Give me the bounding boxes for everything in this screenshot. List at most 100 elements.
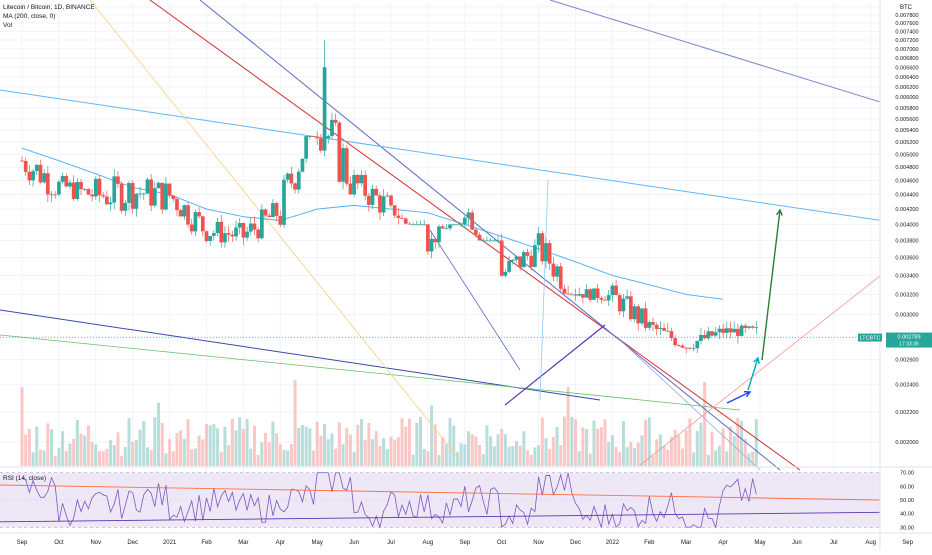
candle-body <box>355 174 360 184</box>
candle-body <box>503 271 508 276</box>
candle-body <box>370 188 375 205</box>
volume-bar <box>241 428 245 466</box>
price-tick-label: 0.005600 <box>895 117 918 123</box>
candle-body <box>499 240 504 276</box>
time-tick-label: Sep <box>902 540 913 546</box>
volume-bar <box>548 448 552 466</box>
volume-bar <box>489 436 493 466</box>
time-tick-label: Jun <box>792 540 802 546</box>
candle-body <box>326 136 331 139</box>
rsi-tick-label: 60.00 <box>900 484 914 490</box>
volume-bar <box>503 434 507 466</box>
candle-body <box>566 293 570 295</box>
candle-body <box>241 223 246 238</box>
volume-bar <box>496 434 500 466</box>
volume-bar <box>570 416 574 466</box>
price-tick-label: 0.007800 <box>895 13 918 19</box>
candle-body <box>728 328 733 333</box>
rsi-tick-label: 50.00 <box>900 498 914 504</box>
candle-body <box>348 183 353 195</box>
trendline-vertical <box>539 179 549 401</box>
volume-bar <box>138 429 142 466</box>
volume-bar <box>574 419 577 466</box>
volume-bar <box>651 455 655 466</box>
volume-bar <box>470 434 474 466</box>
volume-bar <box>577 451 581 466</box>
price-tick-label: 0.004000 <box>895 222 918 228</box>
volume-bar <box>636 442 640 466</box>
time-tick-label: Mar <box>681 540 691 546</box>
candle-body <box>234 227 238 237</box>
time-tick-label: May <box>754 540 765 546</box>
candle-body <box>525 252 530 256</box>
candle-body <box>617 295 622 312</box>
candle-body <box>101 195 106 197</box>
time-tick-label: May <box>312 540 323 546</box>
candle-body <box>119 183 124 211</box>
volume-bar <box>123 446 127 466</box>
volume-bar <box>596 428 600 466</box>
candle-body <box>451 224 456 226</box>
volume-bar <box>514 441 518 466</box>
volume-bar <box>522 431 526 466</box>
volume-bar <box>655 439 659 466</box>
price-tick-label: 0.005200 <box>895 140 918 146</box>
volume-bars <box>20 380 758 466</box>
candle-body <box>75 182 80 199</box>
time-tick-label: Aug <box>423 540 434 546</box>
volume-bar <box>544 438 548 466</box>
candle-body <box>289 173 294 184</box>
candle-body <box>474 229 478 235</box>
last-price-countdown: 17:33:36 <box>899 342 919 348</box>
time-tick-label: Dec <box>570 540 581 546</box>
candle-body <box>363 175 368 196</box>
candle-body <box>643 308 648 328</box>
volume-bar <box>308 428 312 466</box>
volume-bar <box>304 426 308 466</box>
candle-body <box>699 335 703 341</box>
candle-body <box>374 188 379 196</box>
candle-body <box>684 347 689 349</box>
volume-bar <box>492 446 496 466</box>
candle-body <box>433 238 438 243</box>
candle-body <box>695 340 700 349</box>
candle-body <box>57 181 61 195</box>
candle-body <box>164 183 168 210</box>
candle-body <box>23 160 28 172</box>
volume-bar <box>42 450 46 466</box>
volume-bar <box>208 425 212 466</box>
candle-body <box>263 209 268 216</box>
volume-bar <box>537 445 541 466</box>
candle-body <box>732 328 737 333</box>
candle-body <box>466 212 471 218</box>
candle-body <box>200 216 205 232</box>
volume-bar <box>625 447 629 466</box>
volume-bar <box>629 441 633 466</box>
volume-bar <box>566 386 570 466</box>
time-tick-label: Jul <box>830 540 838 546</box>
volume-bar <box>57 447 61 466</box>
price-tick-label: 0.007200 <box>895 38 918 44</box>
rsi-line <box>0 472 881 529</box>
time-tick-label: 2021 <box>163 540 177 546</box>
volume-bar <box>666 450 670 466</box>
candle-body <box>455 224 460 226</box>
candle-body <box>53 194 58 196</box>
candle-body <box>359 175 364 184</box>
rsi-legend: RSI (14, close) <box>3 475 46 482</box>
candle-body <box>514 256 519 260</box>
volume-bar <box>20 387 24 466</box>
candle-body <box>551 263 556 277</box>
price-tick-label: 0.007600 <box>895 21 918 27</box>
time-tick-label: Sep <box>17 540 28 546</box>
volume-bar <box>193 448 197 466</box>
volume-bar <box>415 422 419 466</box>
volume-bar <box>728 426 732 466</box>
candle-body <box>149 179 153 206</box>
candle-body <box>171 195 176 200</box>
candle-body <box>68 182 72 187</box>
arrow-blue-head <box>743 390 752 398</box>
candle-body <box>533 245 537 267</box>
